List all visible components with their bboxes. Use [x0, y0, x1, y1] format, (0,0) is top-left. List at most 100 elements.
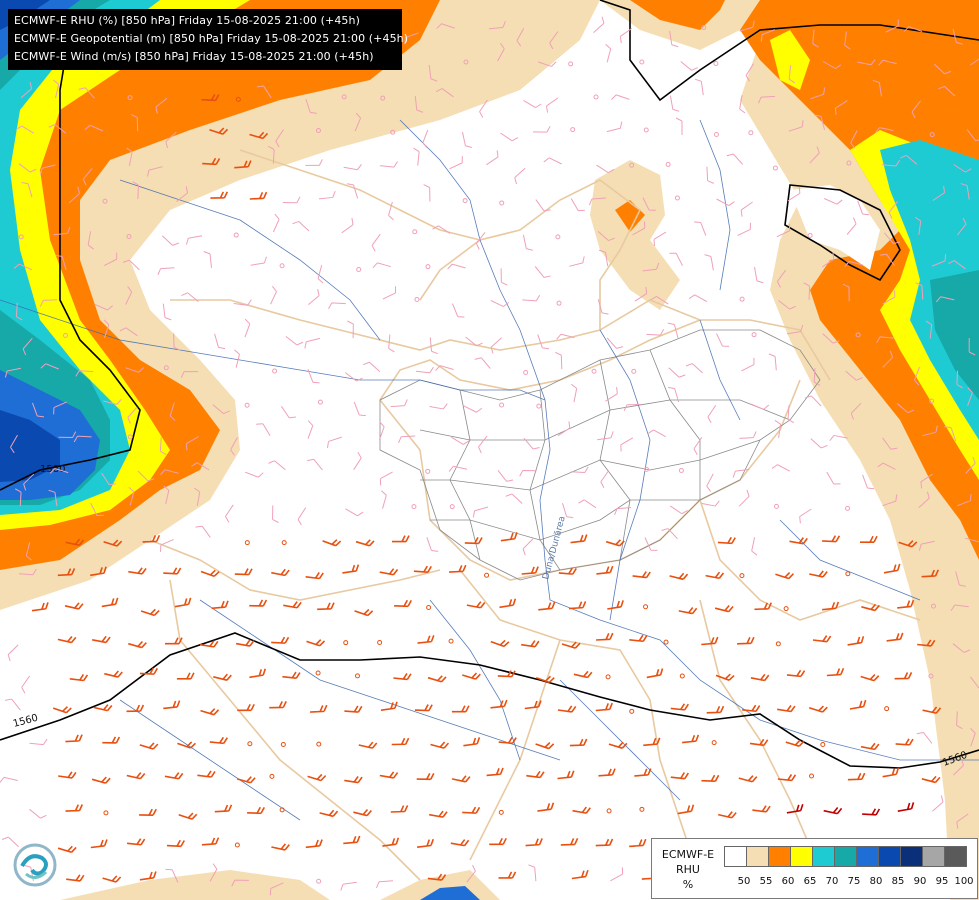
wind-barb — [647, 429, 666, 438]
wind-barb — [347, 320, 354, 339]
wind-barb — [570, 198, 585, 212]
wind-barb — [803, 282, 811, 301]
wind-barb — [177, 741, 196, 749]
wind-barb — [430, 741, 450, 749]
legend-tick: 55 — [759, 876, 773, 887]
wind-barb — [775, 571, 794, 580]
wind-barb — [560, 837, 579, 846]
wind-barb — [233, 299, 252, 306]
wind-barb — [90, 839, 108, 849]
wind-barb — [778, 300, 796, 310]
wind-calm-marker — [639, 59, 645, 65]
wind-calm-marker — [18, 234, 24, 240]
wind-barb — [861, 603, 880, 612]
wind-calm-marker — [739, 296, 745, 302]
wind-barb — [486, 767, 504, 777]
wind-barb — [704, 254, 714, 271]
wind-barb — [93, 704, 113, 712]
wind-barb — [776, 224, 791, 238]
wind-barb — [642, 197, 656, 211]
wind-barb — [537, 61, 557, 67]
wind-barb — [694, 78, 704, 96]
wind-barb — [169, 402, 176, 421]
wind-barb — [353, 809, 372, 817]
wind-barb — [914, 366, 920, 386]
wind-barb — [965, 536, 979, 543]
wind-barb — [319, 809, 339, 818]
wind-barb — [57, 635, 77, 644]
wind-barb — [194, 487, 201, 506]
wind-calm-marker — [463, 59, 469, 65]
wind-barb — [500, 132, 519, 142]
wind-barb — [642, 262, 660, 272]
wind-barb — [896, 403, 915, 414]
wind-barb — [607, 600, 624, 610]
wind-barb — [921, 569, 939, 578]
wind-barb — [514, 167, 526, 185]
wind-barb — [340, 881, 357, 891]
wind-barb — [139, 871, 157, 881]
wind-barb — [270, 285, 277, 305]
wind-barb — [675, 117, 683, 135]
wind-barb — [128, 486, 135, 506]
wind-calm-marker — [272, 368, 278, 374]
wind-barb — [235, 639, 255, 647]
wind-barb — [472, 506, 489, 518]
wind-barb — [967, 387, 973, 406]
wind-barb — [535, 675, 555, 684]
wind-barb — [342, 564, 360, 574]
wind-barb — [306, 639, 326, 647]
wind-barb — [211, 600, 229, 610]
wind-barb — [66, 874, 85, 882]
wind-barb — [413, 565, 432, 573]
wind-barb — [160, 469, 179, 476]
wind-barb — [922, 706, 942, 714]
wind-barb — [344, 776, 363, 784]
wind-barb — [537, 334, 550, 350]
wind-calm-marker — [809, 773, 815, 779]
wind-barb — [877, 462, 896, 470]
wind-barb — [490, 299, 510, 307]
wind-barb — [341, 217, 354, 234]
wind-barb — [705, 571, 725, 580]
wind-barb — [911, 100, 921, 119]
wind-barb — [834, 100, 848, 115]
wind-barb — [13, 263, 33, 271]
wind-barb — [707, 405, 717, 424]
wind-barb — [897, 802, 915, 812]
wind-barb — [785, 739, 805, 747]
wind-barb — [127, 838, 146, 846]
wind-barb — [497, 670, 516, 678]
wind-barb — [826, 471, 841, 485]
wind-barb — [234, 349, 240, 368]
wind-barb — [822, 61, 842, 69]
wind-barb — [918, 491, 930, 508]
wind-barb — [75, 370, 94, 377]
wind-barb — [571, 383, 578, 403]
wind-barb — [499, 598, 517, 609]
wind-barb — [282, 671, 301, 679]
wind-barb — [522, 234, 533, 251]
wind-barb — [947, 260, 966, 270]
legend-swatch — [857, 846, 879, 867]
wind-barb — [404, 32, 419, 45]
wind-barb — [355, 539, 375, 547]
wind-barb — [178, 812, 198, 820]
wind-barb — [230, 437, 238, 456]
wind-barb — [307, 773, 327, 782]
wind-barb — [379, 471, 393, 486]
wind-barb — [15, 302, 23, 321]
wind-barb — [21, 675, 31, 694]
wind-barb — [600, 470, 610, 489]
wind-barb — [353, 452, 362, 471]
legend-ticks: 50 55 60 65 70 75 80 85 90 95 100 — [724, 876, 977, 888]
legend-swatch — [835, 846, 857, 867]
wind-barb — [732, 468, 750, 478]
wind-barb — [122, 259, 140, 271]
wind-calm-marker — [775, 641, 781, 647]
wind-barb — [249, 599, 268, 607]
wind-barb — [173, 333, 181, 351]
wind-calm-marker — [448, 638, 454, 644]
wind-barb — [952, 28, 963, 45]
wind-barb — [956, 813, 969, 829]
